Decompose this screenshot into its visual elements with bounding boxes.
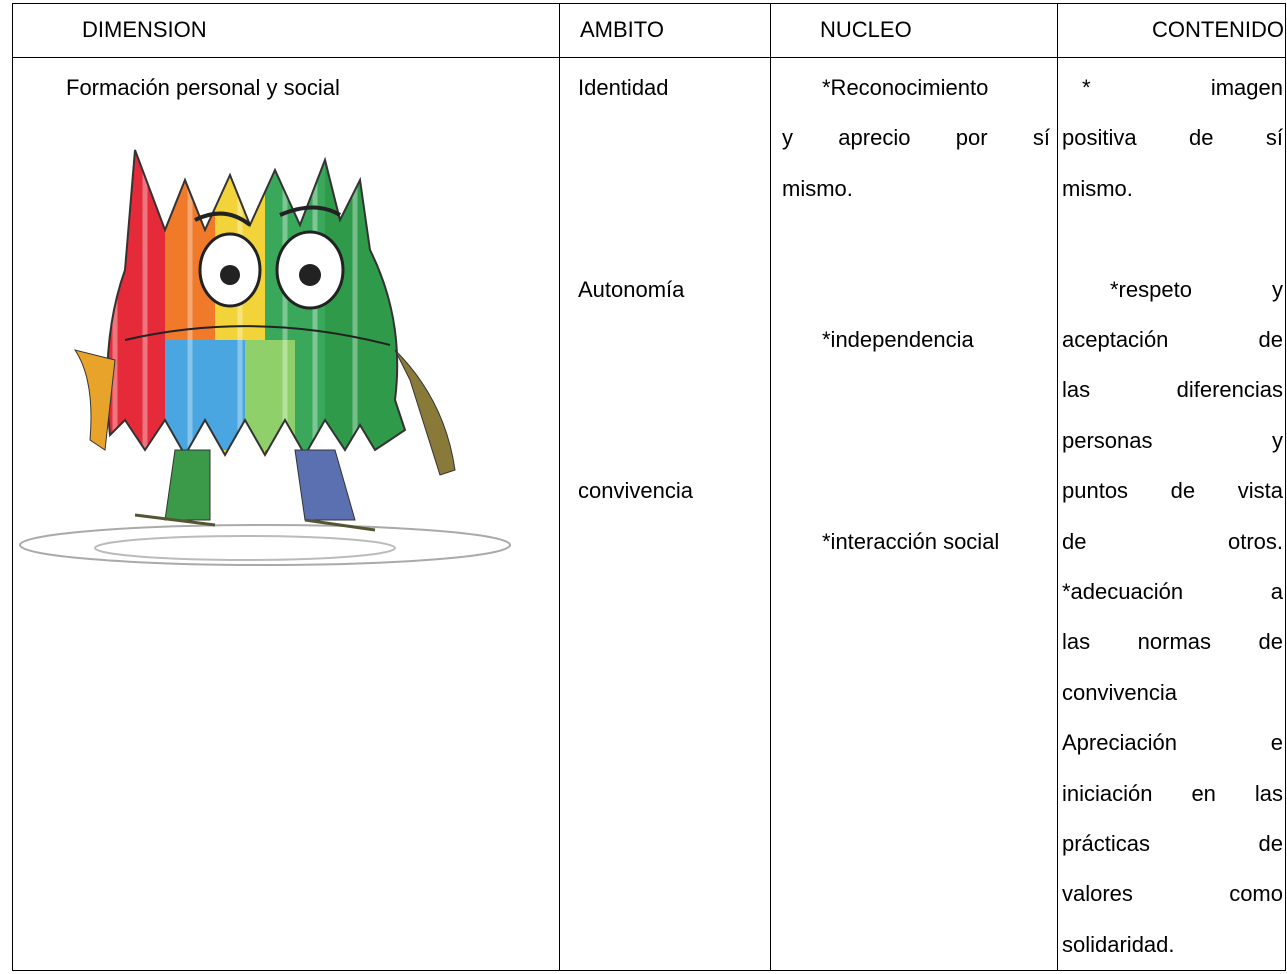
nucleo-line: mismo. <box>782 176 853 201</box>
header: NUCLEO <box>820 17 912 42</box>
dimension: Formación personal y social <box>66 75 340 100</box>
contenido-line: mismo. <box>1062 176 1133 201</box>
table-border <box>1057 3 1058 971</box>
contenido-line: iniciación en las <box>1062 781 1283 806</box>
table-border <box>12 970 1285 971</box>
contenido-line: aceptación de <box>1062 327 1283 352</box>
contenido-line: *respeto y <box>1110 277 1283 302</box>
table-border <box>12 57 1285 58</box>
contenido-line: las normas de <box>1062 629 1283 654</box>
header: CONTENIDO <box>1152 17 1284 42</box>
nucleo-line: y aprecio por sí <box>782 125 1050 150</box>
contenido-line: valores como <box>1062 881 1283 906</box>
contenido-line: positiva de sí <box>1062 125 1283 150</box>
contenido-line: personas y <box>1062 428 1283 453</box>
contenido-line: solidaridad. <box>1062 932 1175 957</box>
nucleo-line: *interacción social <box>822 529 1000 554</box>
table-border <box>1285 3 1286 971</box>
table-border <box>12 3 1285 4</box>
contenido-line: *adecuación a <box>1062 579 1283 604</box>
monster-illustration <box>19 149 511 566</box>
contenido-line: Apreciación e <box>1062 730 1283 755</box>
contenido-line: de otros. <box>1062 529 1283 554</box>
ambito: Identidad <box>578 75 669 100</box>
table-border <box>770 3 771 971</box>
nucleo-line: *independencia <box>822 327 974 352</box>
contenido-line: las diferencias <box>1062 377 1283 402</box>
table-border <box>559 3 560 971</box>
table-border <box>12 3 13 971</box>
header: DIMENSION <box>82 17 207 42</box>
header: AMBITO <box>580 17 664 42</box>
contenido-line: * imagen <box>1082 75 1283 100</box>
ambito: Autonomía <box>578 277 685 302</box>
contenido-line: prácticas de <box>1062 831 1283 856</box>
contenido-line: convivencia <box>1062 680 1177 705</box>
nucleo-line: *Reconocimiento <box>822 75 989 100</box>
contenido-line: puntos de vista <box>1062 478 1283 503</box>
ambito: convivencia <box>578 478 693 503</box>
